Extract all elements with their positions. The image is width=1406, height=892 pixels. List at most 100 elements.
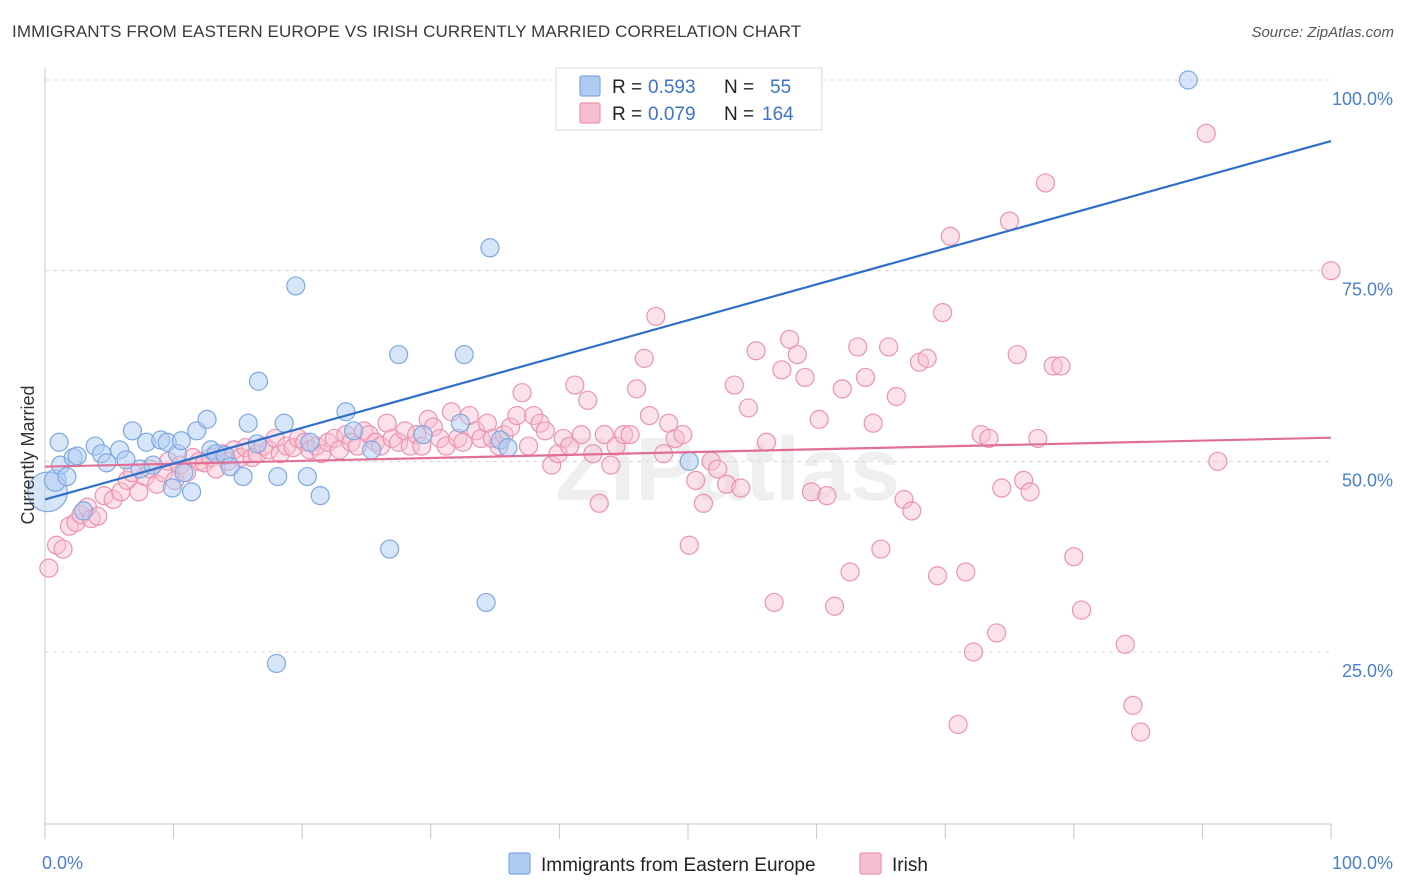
data-point-irish — [1123, 695, 1143, 715]
data-point-irish — [738, 398, 759, 418]
data-point-eastern-europe — [413, 425, 433, 445]
legend-n-label: N = — [724, 77, 754, 98]
y-tick-label: 25.0% — [1342, 661, 1393, 681]
data-point-eastern-europe — [97, 453, 117, 473]
data-point-irish — [477, 413, 497, 433]
data-point-irish — [933, 303, 953, 323]
data-point-irish — [594, 425, 615, 445]
legend-swatch-eastern-europe — [579, 75, 601, 97]
legend: R = 0.593 N = 55 R = 0.079 N = 164 — [555, 67, 823, 131]
y-tick-label: 50.0% — [1342, 470, 1393, 490]
data-point-irish — [863, 413, 883, 433]
data-point-irish — [825, 596, 845, 616]
axes — [44, 68, 1332, 839]
data-point-eastern-europe — [233, 466, 253, 487]
data-point-irish — [400, 436, 420, 456]
data-point-irish — [992, 478, 1012, 498]
data-point-irish — [606, 436, 626, 456]
data-point-irish — [634, 348, 654, 368]
data-point-irish — [553, 428, 573, 449]
data-point-irish — [512, 383, 532, 403]
irish-points — [39, 123, 1341, 742]
data-point-irish — [377, 413, 397, 433]
data-point-irish — [809, 409, 829, 429]
data-point-eastern-europe — [268, 466, 288, 487]
data-point-eastern-europe — [73, 501, 94, 521]
data-point-eastern-europe — [182, 482, 202, 502]
data-point-eastern-europe — [454, 344, 474, 365]
data-point-irish — [589, 493, 609, 513]
data-point-eastern-europe — [310, 486, 330, 506]
data-point-eastern-europe — [498, 438, 518, 458]
data-point-eastern-europe — [300, 432, 320, 452]
legend-r-value: 0.593 — [648, 77, 696, 98]
data-point-irish — [679, 535, 699, 555]
y-tick-labels: 25.0% 50.0% 75.0% 100.0% — [1332, 89, 1393, 681]
data-point-irish — [578, 390, 598, 410]
bottom-legend-label-irish: Irish — [892, 855, 928, 876]
chart-title: IMMIGRANTS FROM EASTERN EUROPE VS IRISH … — [12, 22, 802, 41]
data-point-irish — [548, 444, 568, 464]
data-point-irish — [832, 379, 852, 399]
data-point-irish — [395, 421, 415, 441]
data-point-irish — [879, 337, 899, 357]
data-point-eastern-europe — [286, 276, 306, 296]
data-point-irish — [1051, 356, 1071, 376]
data-point-irish — [756, 432, 777, 452]
data-point-irish — [927, 566, 948, 586]
y-axis-label: Currently Married — [18, 385, 38, 524]
gridlines — [45, 79, 1331, 653]
data-point-irish — [894, 489, 914, 510]
data-point-irish — [673, 425, 693, 445]
data-point-irish — [535, 421, 555, 441]
data-point-irish — [871, 539, 891, 559]
legend-r-value: 0.079 — [648, 104, 696, 125]
data-point-irish — [518, 436, 539, 456]
data-point-irish — [507, 405, 527, 426]
data-point-irish — [1043, 356, 1063, 376]
legend-r-label: R = — [612, 77, 642, 98]
x-tick-label: 0.0% — [42, 853, 83, 873]
bottom-legend-swatch-irish — [859, 852, 882, 875]
data-point-irish — [787, 344, 807, 365]
data-point-irish — [1020, 482, 1040, 502]
data-point-eastern-europe — [297, 466, 317, 487]
data-point-irish — [999, 211, 1020, 231]
data-point-eastern-europe — [450, 413, 470, 433]
data-point-irish — [1064, 547, 1084, 567]
data-point-irish — [1007, 344, 1027, 365]
data-point-irish — [1115, 634, 1135, 654]
data-point-irish — [626, 379, 647, 399]
data-point-eastern-europe — [1178, 70, 1198, 90]
data-point-irish — [940, 226, 960, 246]
data-point-irish — [53, 539, 73, 559]
data-point-irish — [693, 493, 714, 513]
data-point-irish — [987, 623, 1007, 643]
data-point-irish — [311, 444, 332, 464]
data-point-irish — [817, 486, 837, 506]
data-point-irish — [855, 367, 876, 388]
data-point-irish — [1208, 451, 1228, 471]
data-point-irish — [779, 329, 800, 349]
data-point-eastern-europe — [266, 653, 287, 674]
data-point-eastern-europe — [380, 539, 400, 559]
data-point-irish — [746, 341, 766, 361]
x-tick-labels: 0.0% 100.0% — [42, 853, 1393, 873]
data-point-irish — [801, 482, 822, 502]
x-tick-label: 100.0% — [1332, 853, 1393, 873]
bottom-legend-swatch-eastern-europe — [508, 852, 531, 875]
data-point-eastern-europe — [57, 466, 77, 487]
data-point-irish — [840, 562, 860, 582]
data-point-eastern-europe — [274, 413, 294, 433]
data-point-irish — [639, 405, 660, 426]
data-point-irish — [646, 306, 666, 327]
data-point-irish — [565, 375, 585, 395]
data-point-irish — [571, 425, 591, 445]
bottom-legend: Immigrants from Eastern Europe Irish — [508, 852, 928, 876]
legend-swatch-irish — [579, 102, 601, 124]
bottom-legend-label-eastern-europe: Immigrants from Eastern Europe — [541, 855, 816, 876]
data-point-irish — [917, 348, 937, 368]
trend-line-irish — [44, 436, 1332, 468]
data-point-eastern-europe — [238, 413, 258, 433]
y-tick-label: 75.0% — [1342, 280, 1393, 300]
